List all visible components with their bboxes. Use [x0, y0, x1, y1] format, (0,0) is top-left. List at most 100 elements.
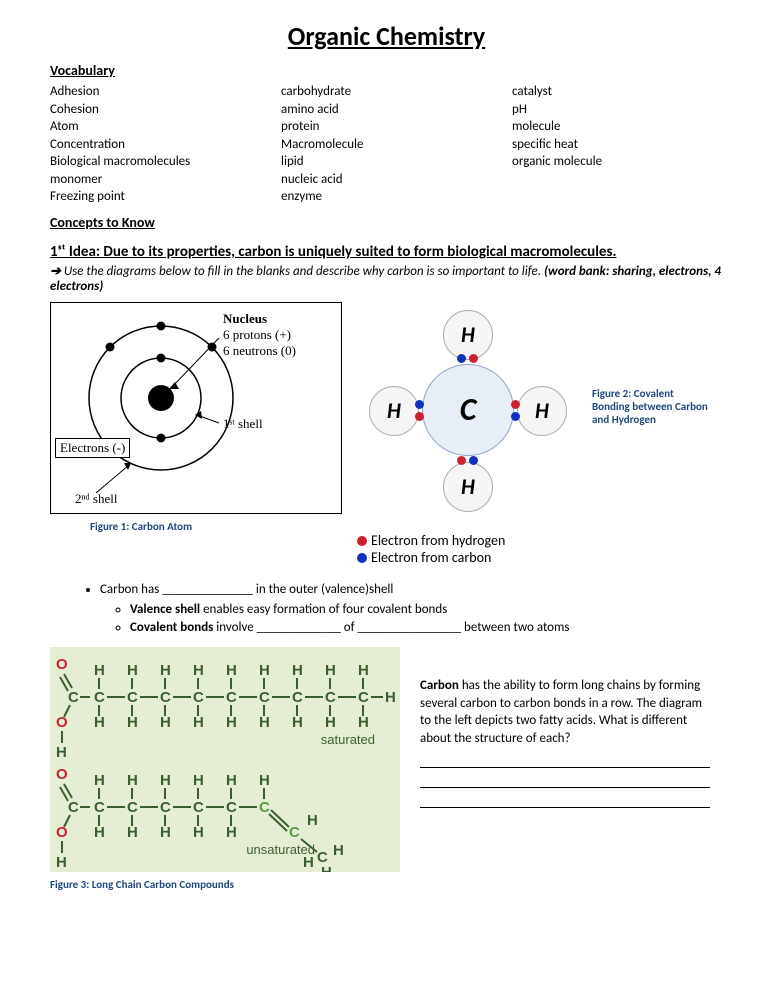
- svg-text:C: C: [259, 689, 270, 706]
- svg-text:H: H: [226, 772, 237, 789]
- svg-text:H: H: [94, 824, 105, 841]
- svg-text:C: C: [127, 689, 138, 706]
- vocab-term: Concentration: [50, 136, 261, 154]
- answer-blank: [420, 772, 710, 788]
- sub-bullet: Valence shell enables easy formation of …: [130, 601, 723, 619]
- vocab-term: pH: [512, 101, 723, 119]
- svg-text:H: H: [358, 662, 369, 679]
- vocab-term: Adhesion: [50, 83, 261, 101]
- figure-2-legend: Electron from hydrogen Electron from car…: [357, 532, 505, 566]
- svg-text:C: C: [94, 689, 105, 706]
- sub-bullet: Covalent bonds involve _____________ of …: [130, 619, 723, 637]
- nucleus-label: Nucleus 6 protons (+) 6 neutrons (0): [223, 311, 296, 359]
- svg-text:H: H: [259, 714, 270, 731]
- vocab-term: Macromolecule: [281, 136, 492, 154]
- svg-text:C: C: [68, 799, 79, 816]
- vocab-term: Biological macromolecules: [50, 153, 261, 171]
- electron-dot: [511, 400, 520, 409]
- bullet-section: Carbon has ______________ in the outer (…: [80, 581, 723, 638]
- svg-text:C: C: [358, 689, 369, 706]
- svg-text:H: H: [259, 662, 270, 679]
- legend-text: Electron from carbon: [371, 549, 491, 566]
- legend-dot-blue: [357, 553, 367, 563]
- svg-text:C: C: [226, 799, 237, 816]
- electron-dot: [469, 354, 478, 363]
- vocab-term: specific heat: [512, 136, 723, 154]
- vocab-term: carbohydrate: [281, 83, 492, 101]
- svg-text:H: H: [226, 714, 237, 731]
- svg-text:H: H: [193, 824, 204, 841]
- vocabulary-columns: Adhesion Cohesion Atom Concentration Bio…: [50, 83, 723, 206]
- vocab-col-3: catalyst pH molecule specific heat organ…: [512, 83, 723, 206]
- answer-blank: [420, 752, 710, 768]
- svg-text:C: C: [292, 689, 303, 706]
- svg-text:C: C: [127, 799, 138, 816]
- svg-text:H: H: [94, 714, 105, 731]
- carbon-atom-c: C: [422, 364, 514, 456]
- vocab-term: lipid: [281, 153, 492, 171]
- svg-text:H: H: [127, 824, 138, 841]
- bullet-item: Carbon has ______________ in the outer (…: [100, 581, 723, 638]
- document-page: Organic Chemistry Vocabulary Adhesion Co…: [0, 0, 768, 911]
- figure-1-container: Nucleus 6 protons (+) 6 neutrons (0) 1ˢᵗ…: [50, 302, 342, 533]
- figure-3-container: O C O H O: [50, 647, 400, 891]
- svg-text:H: H: [193, 772, 204, 789]
- figure-2-ch4-bonding: C H H H H Electron from hydrogen Electro…: [357, 302, 577, 517]
- hydrogen-atom: H: [443, 310, 493, 360]
- vocab-term: amino acid: [281, 101, 492, 119]
- shell2-label: 2ⁿᵈ shell: [75, 491, 117, 507]
- svg-text:C: C: [193, 689, 204, 706]
- svg-text:O: O: [56, 714, 68, 731]
- shell1-label: 1ˢᵗ shell: [223, 416, 263, 432]
- carbon-chain-text: Carbon has the ability to form long chai…: [420, 647, 710, 807]
- svg-text:H: H: [160, 824, 171, 841]
- svg-text:H: H: [307, 812, 318, 829]
- hydrogen-atom: H: [517, 386, 567, 436]
- vocab-term: protein: [281, 118, 492, 136]
- concepts-heading: Concepts to Know: [50, 214, 723, 231]
- vocab-term: nucleic acid: [281, 171, 492, 189]
- vocab-term: catalyst: [512, 83, 723, 101]
- svg-text:H: H: [325, 714, 336, 731]
- vocab-col-2: carbohydrate amino acid protein Macromol…: [281, 83, 492, 206]
- vocab-term: enzyme: [281, 188, 492, 206]
- svg-text:C: C: [289, 824, 300, 841]
- svg-text:H: H: [385, 689, 396, 706]
- svg-text:H: H: [94, 772, 105, 789]
- svg-text:O: O: [56, 824, 68, 841]
- vocab-term: organic molecule: [512, 153, 723, 171]
- svg-text:H: H: [292, 662, 303, 679]
- page-title: Organic Chemistry: [50, 20, 723, 52]
- svg-text:H: H: [226, 662, 237, 679]
- vocab-col-1: Adhesion Cohesion Atom Concentration Bio…: [50, 83, 261, 206]
- unsaturated-label: unsaturated: [246, 842, 315, 857]
- svg-text:H: H: [193, 662, 204, 679]
- vocab-term: Cohesion: [50, 101, 261, 119]
- svg-text:H: H: [160, 772, 171, 789]
- electron-dot: [469, 456, 478, 465]
- svg-text:C: C: [325, 689, 336, 706]
- svg-text:O: O: [56, 766, 68, 783]
- vocab-term: Atom: [50, 118, 261, 136]
- electron-dot: [457, 354, 466, 363]
- svg-text:H: H: [259, 772, 270, 789]
- svg-text:H: H: [321, 864, 332, 872]
- electron-dot: [511, 412, 520, 421]
- figure-3-fatty-acid-chains: O C O H O: [50, 647, 400, 872]
- answer-blank: [420, 792, 710, 808]
- svg-text:H: H: [56, 854, 67, 871]
- legend-text: Electron from hydrogen: [371, 532, 505, 549]
- figure-3-row: O C O H O: [50, 647, 723, 891]
- svg-text:H: H: [226, 824, 237, 841]
- carbon-atom-diagram: [51, 303, 341, 513]
- svg-text:C: C: [68, 689, 79, 706]
- svg-text:O: O: [56, 656, 68, 673]
- legend-dot-red: [357, 536, 367, 546]
- svg-text:H: H: [160, 662, 171, 679]
- idea-heading: 1ˢᵗ Idea: Due to its properties, carbon …: [50, 243, 723, 261]
- svg-text:C: C: [160, 799, 171, 816]
- hydrogen-atom: H: [443, 462, 493, 512]
- svg-text:C: C: [226, 689, 237, 706]
- svg-text:H: H: [127, 662, 138, 679]
- vocab-term: Freezing point: [50, 188, 261, 206]
